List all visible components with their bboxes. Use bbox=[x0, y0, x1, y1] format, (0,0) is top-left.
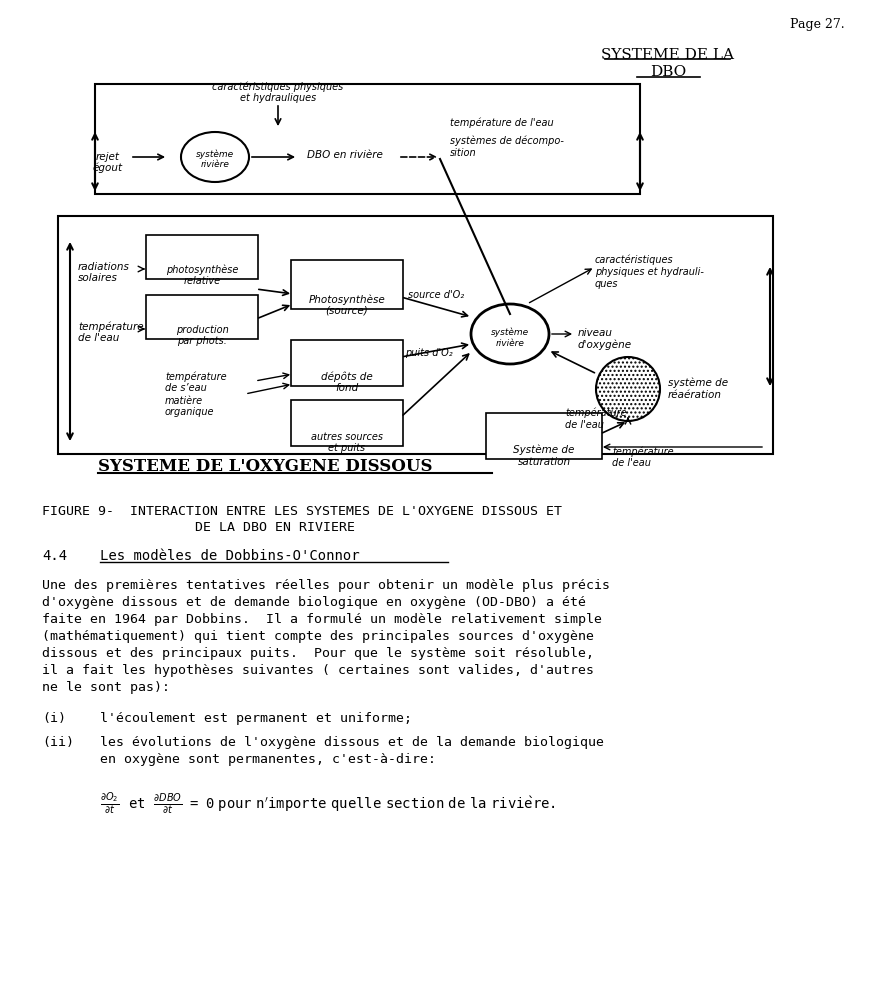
Text: il a fait les hypothèses suivantes ( certaines sont valides, d'autres: il a fait les hypothèses suivantes ( cer… bbox=[42, 663, 594, 676]
Text: ques: ques bbox=[594, 278, 618, 288]
Text: photosynthèse: photosynthèse bbox=[166, 264, 238, 275]
Text: d'oxygène: d'oxygène bbox=[577, 340, 632, 350]
Text: réaération: réaération bbox=[667, 390, 721, 400]
Text: Système de: Système de bbox=[513, 444, 574, 455]
Text: $\frac{\partial O_2}{\partial t}$$\mathtt{\ \ et\ \ }$$\frac{\partial DBO}{\part: $\frac{\partial O_2}{\partial t}$$\matht… bbox=[100, 790, 555, 816]
FancyBboxPatch shape bbox=[290, 341, 402, 387]
Text: en oxygène sont permanentes, c'est-à-dire:: en oxygène sont permanentes, c'est-à-dir… bbox=[100, 752, 435, 765]
Text: température: température bbox=[165, 372, 226, 382]
Text: de l'eau: de l'eau bbox=[611, 457, 650, 467]
Text: SYSTEME DE L'OXYGENE DISSOUS: SYSTEME DE L'OXYGENE DISSOUS bbox=[98, 457, 432, 474]
Text: FIGURE 9-  INTERACTION ENTRE LES SYSTEMES DE L'OXYGENE DISSOUS ET: FIGURE 9- INTERACTION ENTRE LES SYSTEMES… bbox=[42, 505, 561, 518]
Text: puits d'O₂: puits d'O₂ bbox=[405, 348, 452, 358]
Text: sition: sition bbox=[449, 148, 476, 158]
Text: faite en 1964 par Dobbins.  Il a formulé un modèle relativement simple: faite en 1964 par Dobbins. Il a formulé … bbox=[42, 612, 601, 625]
Text: SYSTEME DE LA: SYSTEME DE LA bbox=[600, 48, 733, 62]
Text: fond: fond bbox=[335, 383, 358, 393]
FancyBboxPatch shape bbox=[146, 236, 258, 279]
Text: relative: relative bbox=[183, 275, 221, 285]
FancyBboxPatch shape bbox=[290, 260, 402, 310]
Text: de l'eau: de l'eau bbox=[564, 419, 603, 429]
Text: matière: matière bbox=[165, 396, 202, 406]
Text: Les modèles de Dobbins-O'Connor: Les modèles de Dobbins-O'Connor bbox=[100, 549, 359, 563]
FancyBboxPatch shape bbox=[146, 295, 258, 340]
Bar bbox=[95, 84, 640, 195]
Ellipse shape bbox=[181, 133, 249, 183]
FancyBboxPatch shape bbox=[290, 401, 402, 446]
Text: production: production bbox=[176, 325, 228, 335]
Text: égout: égout bbox=[93, 163, 123, 173]
Text: saturation: saturation bbox=[517, 456, 570, 466]
Text: source d'O₂: source d'O₂ bbox=[408, 289, 463, 300]
Text: solaires: solaires bbox=[78, 272, 117, 282]
Circle shape bbox=[595, 358, 660, 421]
Text: radiations: radiations bbox=[78, 261, 129, 271]
Text: température: température bbox=[564, 408, 626, 418]
Text: par phots.: par phots. bbox=[177, 336, 227, 346]
Text: ne le sont pas):: ne le sont pas): bbox=[42, 680, 169, 693]
Text: dépôts de: dépôts de bbox=[321, 372, 373, 382]
Text: système de: système de bbox=[667, 378, 727, 388]
Text: et puits: et puits bbox=[328, 442, 365, 452]
Text: Photosynthèse: Photosynthèse bbox=[308, 294, 385, 305]
Text: système: système bbox=[196, 150, 234, 159]
Text: température: température bbox=[78, 322, 143, 332]
Text: caractéristiques physiques: caractéristiques physiques bbox=[212, 82, 343, 92]
Text: (i): (i) bbox=[42, 712, 66, 725]
Text: température: température bbox=[611, 446, 673, 457]
Text: autres sources: autres sources bbox=[310, 431, 382, 441]
Text: et hydrauliques: et hydrauliques bbox=[240, 92, 315, 103]
Text: rivière: rivière bbox=[201, 160, 229, 169]
Text: DBO en rivière: DBO en rivière bbox=[307, 150, 382, 160]
Text: systèmes de décompo-: systèmes de décompo- bbox=[449, 136, 563, 146]
Text: température de l'eau: température de l'eau bbox=[449, 118, 553, 128]
Text: l'écoulement est permanent et uniforme;: l'écoulement est permanent et uniforme; bbox=[100, 712, 412, 725]
Text: DE LA DBO EN RIVIERE: DE LA DBO EN RIVIERE bbox=[195, 521, 355, 534]
Text: DBO: DBO bbox=[649, 65, 686, 79]
Bar bbox=[58, 217, 773, 454]
Text: caractéristiques: caractéristiques bbox=[594, 254, 673, 265]
Text: (ii): (ii) bbox=[42, 736, 74, 748]
Text: de l'eau: de l'eau bbox=[78, 333, 119, 343]
Text: Page 27.: Page 27. bbox=[789, 18, 844, 31]
Text: (source): (source) bbox=[325, 306, 368, 316]
Text: rejet: rejet bbox=[96, 152, 120, 162]
Text: (mathématiquement) qui tient compte des principales sources d'oxygène: (mathématiquement) qui tient compte des … bbox=[42, 629, 594, 642]
Text: d'oxygène dissous et de demande biologique en oxygène (OD-DBO) a été: d'oxygène dissous et de demande biologiq… bbox=[42, 595, 586, 608]
Text: 4.4: 4.4 bbox=[42, 549, 67, 563]
Ellipse shape bbox=[470, 305, 548, 365]
Text: rivière: rivière bbox=[495, 339, 524, 348]
Text: les évolutions de l'oxygène dissous et de la demande biologique: les évolutions de l'oxygène dissous et d… bbox=[100, 736, 603, 748]
Text: physiques et hydrauli-: physiques et hydrauli- bbox=[594, 266, 703, 276]
Text: système: système bbox=[490, 328, 528, 337]
FancyBboxPatch shape bbox=[486, 414, 601, 459]
Text: organique: organique bbox=[165, 407, 215, 416]
Text: de s’eau: de s’eau bbox=[165, 383, 207, 393]
Text: niveau: niveau bbox=[577, 328, 613, 338]
Text: dissous et des principaux puits.  Pour que le système soit résoluble,: dissous et des principaux puits. Pour qu… bbox=[42, 646, 594, 659]
Text: Une des premières tentatives réelles pour obtenir un modèle plus précis: Une des premières tentatives réelles pou… bbox=[42, 579, 609, 591]
